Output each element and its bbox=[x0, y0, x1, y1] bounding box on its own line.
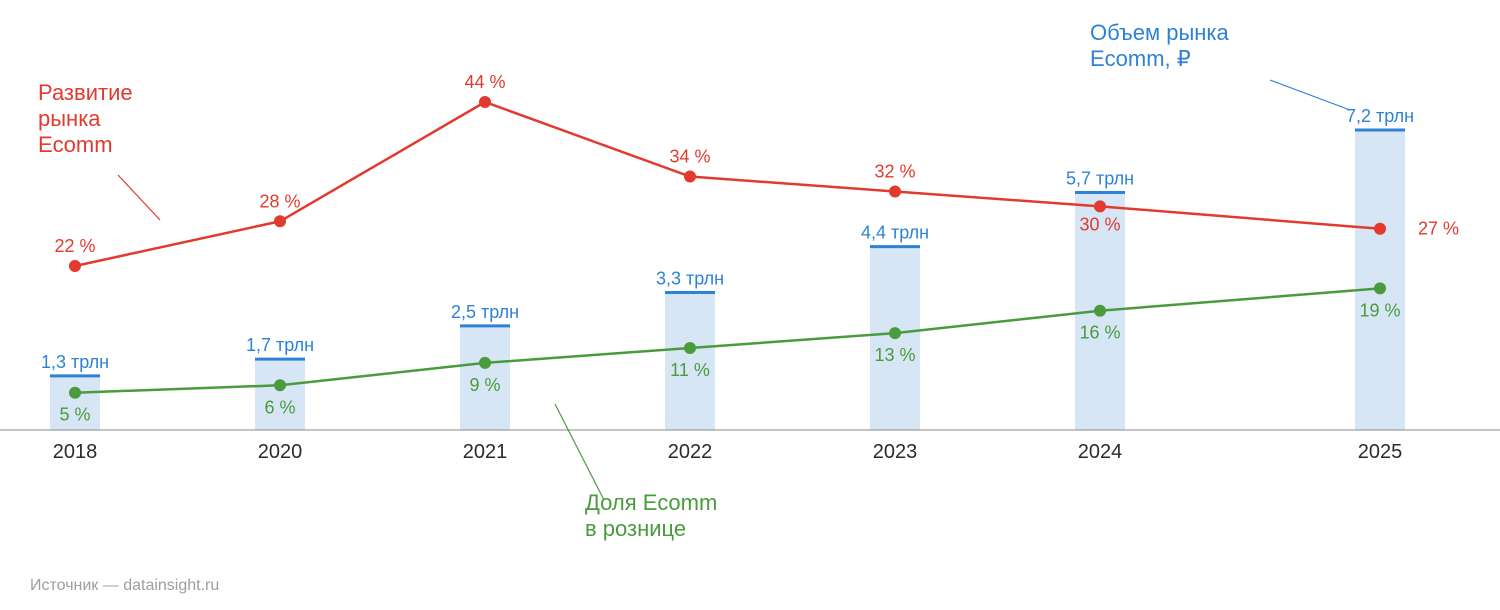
red_line-value-label: 22 % bbox=[54, 236, 95, 256]
bar-value-label: 5,7 трлн bbox=[1066, 169, 1134, 189]
red_title-title: Ecomm bbox=[38, 132, 113, 157]
category-label: 2018 bbox=[53, 441, 98, 463]
green_line-value-label: 9 % bbox=[469, 375, 500, 395]
red_title-pointer bbox=[118, 175, 160, 220]
red_line-value-label: 28 % bbox=[259, 191, 300, 211]
bar-value-label: 3,3 трлн bbox=[656, 269, 724, 289]
bar-value-label: 4,4 трлн bbox=[861, 223, 929, 243]
green_title-pointer bbox=[555, 404, 604, 500]
green_line-marker bbox=[1374, 282, 1386, 294]
category-label: 2023 bbox=[873, 441, 918, 463]
blue_title-title: Объем рынка bbox=[1090, 20, 1230, 45]
green_line-marker bbox=[69, 387, 81, 399]
red_line-path bbox=[75, 102, 1380, 266]
red_line-value-label: 34 % bbox=[669, 147, 710, 167]
green_title-title: в рознице bbox=[585, 516, 686, 541]
green_line-marker bbox=[479, 357, 491, 369]
bar-value-label: 7,2 трлн bbox=[1346, 106, 1414, 126]
red_line-marker bbox=[684, 171, 696, 183]
red_title-title: рынка bbox=[38, 106, 101, 131]
red_line-value-label: 32 % bbox=[874, 161, 915, 181]
red_line-marker bbox=[69, 260, 81, 272]
red_line-value-label: 44 % bbox=[464, 72, 505, 92]
red_line-marker bbox=[889, 185, 901, 197]
red_line-marker bbox=[1374, 223, 1386, 235]
bar-value-label: 2,5 трлн bbox=[451, 302, 519, 322]
red_line-value-label: 27 % bbox=[1418, 219, 1459, 239]
red_line-marker bbox=[274, 215, 286, 227]
blue_title-pointer bbox=[1270, 80, 1350, 110]
chart-svg: 1,3 трлн 1,7 трлн 2,5 трлн 3,3 трлн 4,4 трлн… bbox=[0, 0, 1500, 610]
category-label: 2020 bbox=[258, 441, 303, 463]
red_line-marker bbox=[1094, 200, 1106, 212]
category-label: 2025 bbox=[1358, 441, 1403, 463]
green_line-value-label: 19 % bbox=[1359, 300, 1400, 320]
green_line-value-label: 13 % bbox=[874, 345, 915, 365]
green_line-marker bbox=[274, 379, 286, 391]
bar bbox=[255, 359, 305, 430]
red_title-title: Развитие bbox=[38, 80, 133, 105]
bar-value-label: 1,3 трлн bbox=[41, 352, 109, 372]
green_line-marker bbox=[684, 342, 696, 354]
source-text: Источник — datainsight.ru bbox=[30, 577, 219, 594]
bar bbox=[1355, 130, 1405, 430]
bar-value-label: 1,7 трлн bbox=[246, 335, 314, 355]
red_line-marker bbox=[479, 96, 491, 108]
green_title-title: Доля Ecomm bbox=[585, 490, 717, 515]
red_line-value-label: 30 % bbox=[1079, 214, 1120, 234]
green_line-value-label: 6 % bbox=[264, 397, 295, 417]
green_line-value-label: 11 % bbox=[670, 360, 710, 380]
blue_title-title: Ecomm, ₽ bbox=[1090, 46, 1191, 71]
category-label: 2024 bbox=[1078, 441, 1123, 463]
green_line-marker bbox=[1094, 305, 1106, 317]
ecomm-chart: 1,3 трлн 1,7 трлн 2,5 трлн 3,3 трлн 4,4 трлн… bbox=[0, 0, 1500, 610]
category-label: 2021 bbox=[463, 441, 508, 463]
category-label: 2022 bbox=[668, 441, 713, 463]
green_line-value-label: 16 % bbox=[1079, 323, 1120, 343]
green_line-value-label: 5 % bbox=[59, 405, 90, 425]
green_line-marker bbox=[889, 327, 901, 339]
